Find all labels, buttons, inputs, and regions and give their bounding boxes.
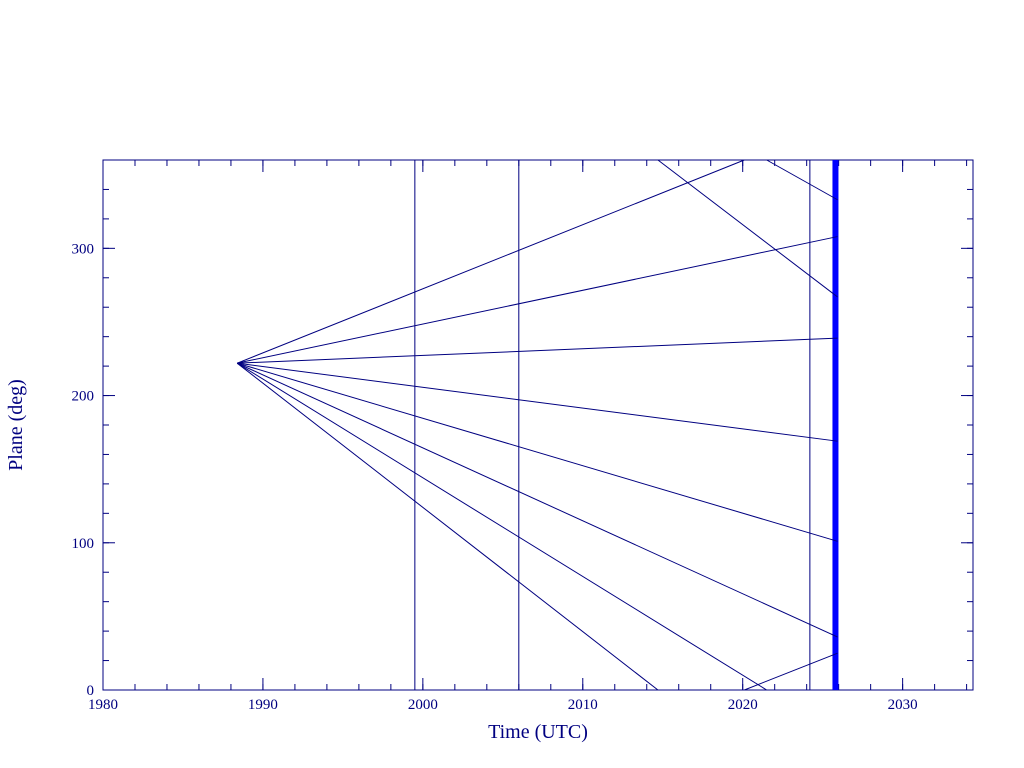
plot-frame (102, 159, 974, 691)
x-tick-label: 2030 (888, 697, 918, 713)
x-axis-label: Time (UTC) (488, 721, 588, 743)
series-line (237, 362, 838, 442)
series-line (236, 362, 838, 638)
x-tick-label: 2000 (408, 697, 438, 713)
y-tick-label: 100 (72, 536, 95, 552)
x-tick-label: 1990 (248, 697, 278, 713)
y-tick-label: 200 (72, 389, 95, 405)
series-line (236, 159, 838, 691)
x-tick-label: 2010 (568, 697, 598, 713)
y-tick-label: 0 (87, 683, 95, 699)
series-line (236, 159, 838, 691)
series-line (236, 159, 838, 691)
x-tick-label: 2020 (728, 697, 758, 713)
series-line (237, 337, 838, 364)
series-line (237, 236, 838, 364)
x-tick-label: 1980 (88, 697, 118, 713)
y-axis-label: Plane (deg) (5, 379, 27, 471)
y-tick-label: 300 (72, 241, 95, 257)
series-line (237, 362, 838, 542)
